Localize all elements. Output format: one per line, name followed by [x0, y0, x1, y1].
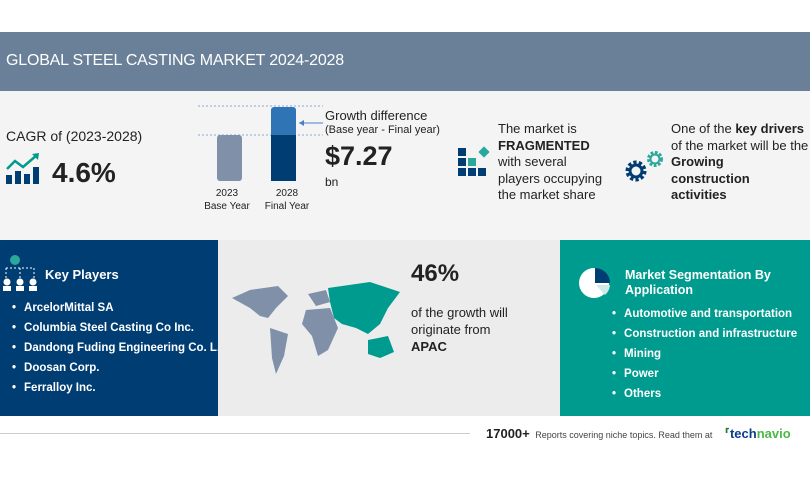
key-players-list: ArcelorMittal SA Columbia Steel Casting …: [12, 302, 227, 402]
world-map-icon: [232, 282, 400, 374]
segmentation-list: Automotive and transportation Constructi…: [612, 308, 810, 408]
list-item: Power: [612, 368, 810, 388]
bar-2028-growth: [271, 107, 296, 139]
growth-chart-icon: [6, 153, 39, 184]
footer-text: Reports covering niche topics. Read them…: [535, 430, 713, 440]
list-item: Doosan Corp.: [12, 362, 227, 382]
cagr-label: CAGR of (2023-2028): [6, 128, 143, 144]
footer-divider: [0, 433, 470, 434]
region-panel: 46% of the growth will originate from APAC: [218, 240, 560, 416]
pie-chart-icon: [579, 268, 610, 298]
list-item: Ferralloy Inc.: [12, 382, 227, 402]
list-item: Dandong Fuding Engineering Co. L...: [12, 342, 227, 362]
bar-label-2023: 2023 Base Year: [204, 188, 250, 212]
cagr-value: 4.6%: [52, 157, 116, 188]
list-item: Mining: [612, 348, 810, 368]
stats-section: CAGR of (2023-2028) 4.6% 2023 Base Year 2…: [0, 91, 810, 240]
list-item: Construction and infrastructure: [612, 328, 810, 348]
growth-unit: bn: [325, 175, 339, 189]
bar-label-2028: 2028 Final Year: [264, 188, 310, 212]
drivers-text: One of the key drivers of the market will…: [671, 121, 809, 202]
page-title: GLOBAL STEEL CASTING MARKET 2024-2028: [0, 32, 810, 91]
list-item: Automotive and transportation: [612, 308, 810, 328]
growth-value: $7.27: [325, 141, 393, 171]
key-players-panel: Key Players ArcelorMittal SA Columbia St…: [0, 240, 227, 416]
gears-icon: [625, 151, 663, 182]
region-share: 46%: [411, 260, 460, 287]
list-item: ArcelorMittal SA: [12, 302, 227, 322]
segmentation-title: Market Segmentation By Application: [625, 268, 771, 297]
technavio-logo[interactable]: ⸢technavio: [724, 426, 791, 441]
growth-title: Growth difference: [325, 108, 428, 123]
bar-2023: [217, 135, 242, 181]
growth-bars: [198, 105, 323, 181]
footer: 17000+ Reports covering niche topics. Re…: [486, 426, 791, 442]
players-icon: [3, 255, 37, 291]
bar-2028-base: [271, 135, 296, 181]
growth-subtitle: (Base year - Final year): [325, 124, 440, 136]
list-item: Columbia Steel Casting Co Inc.: [12, 322, 227, 342]
key-players-title: Key Players: [45, 267, 119, 282]
report-count: 17000+: [486, 426, 530, 441]
list-item: Others: [612, 388, 810, 408]
region-text: of the growth will originate from APAC: [411, 305, 508, 354]
fragmented-icon: [458, 146, 490, 176]
fragmented-text: The market is FRAGMENTED with several play…: [498, 121, 603, 202]
